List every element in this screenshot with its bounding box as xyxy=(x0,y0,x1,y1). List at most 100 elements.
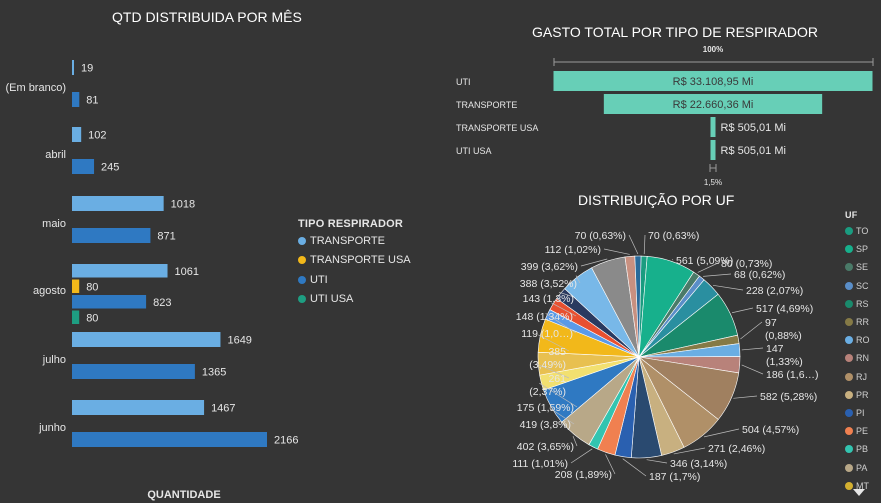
bar-legend-item-transporte[interactable]: TRANSPORTE xyxy=(298,231,438,251)
bar-junho-transporte[interactable] xyxy=(72,400,205,415)
uf-legend-item-mt[interactable]: MT xyxy=(845,477,881,495)
uf-legend-item-pr[interactable]: PR xyxy=(845,386,881,404)
pie-leader-line xyxy=(622,458,647,477)
pie-leader-line xyxy=(731,307,754,314)
uf-legend-item-pa[interactable]: PA xyxy=(845,458,881,476)
legend-label: SE xyxy=(856,262,869,273)
legend-label: RO xyxy=(856,335,870,346)
legend-dot-icon xyxy=(845,445,853,454)
legend-label: PE xyxy=(856,426,869,437)
pie-slice-label: 70 (0,63%) xyxy=(648,230,699,242)
pie-slice[interactable] xyxy=(634,255,642,358)
pie-leader-line xyxy=(712,284,744,291)
uf-legend-item-to[interactable]: TO xyxy=(845,222,881,240)
legend-dot-icon xyxy=(298,256,306,265)
pie-leader-line xyxy=(741,364,764,375)
pie-leader-line xyxy=(539,382,578,408)
funnel-bar-uti[interactable] xyxy=(553,71,873,91)
month-category-label: junho xyxy=(38,422,66,434)
bar-junho-uti[interactable] xyxy=(72,432,267,447)
bar-value-label: 2166 xyxy=(274,435,298,447)
uf-legend-item-rs[interactable]: RS xyxy=(845,295,881,313)
uf-legend-item-rn[interactable]: RN xyxy=(845,349,881,367)
pie-leader-line xyxy=(703,273,732,277)
legend-label: SC xyxy=(856,280,869,291)
pie-leader-line xyxy=(603,248,630,255)
bar-value-label: 102 xyxy=(88,130,106,142)
bar-maio-transporte[interactable] xyxy=(72,196,164,211)
pie-slice-label: 346 (3,14%) xyxy=(670,458,727,470)
pie-slice-label: 112 (1,02%) xyxy=(545,244,601,256)
funnel-bar-uti-usa[interactable] xyxy=(710,140,716,160)
pie-slice-label: 561 (5,09%) xyxy=(676,255,733,267)
legend-label: PR xyxy=(856,389,869,400)
uf-legend-item-pb[interactable]: PB xyxy=(845,440,881,458)
pie-slice-label: 517 (4,69%) xyxy=(756,303,813,315)
pie-leader-line xyxy=(572,435,578,447)
uf-legend-item-pi[interactable]: PI xyxy=(845,404,881,422)
bar-value-label: 19 xyxy=(81,63,93,75)
pie-leader-line xyxy=(570,448,593,464)
funnel-bar-transporte[interactable] xyxy=(603,94,823,114)
legend-dot-icon xyxy=(298,275,306,284)
bar-agosto-uti-usa[interactable] xyxy=(72,310,80,325)
funnel-value-label: R$ 505,01 Mi xyxy=(721,145,786,157)
bar-value-label: 81 xyxy=(86,95,98,107)
legend-label: UTI xyxy=(310,273,328,286)
month-category-label: (Em branco) xyxy=(5,82,66,94)
pie-leader-line xyxy=(580,258,608,267)
legend-dot-icon xyxy=(845,481,853,490)
bar-agosto-transporte-usa[interactable] xyxy=(72,279,80,294)
uf-legend-item-rj[interactable]: RJ xyxy=(845,368,881,386)
bar-abril-uti[interactable] xyxy=(72,159,95,174)
bar-embranco-uti[interactable] xyxy=(72,92,80,107)
funnel-value-label: R$ 33.108,95 Mi xyxy=(673,76,754,88)
pie-leader-line xyxy=(740,321,763,340)
bar-abril-transporte[interactable] xyxy=(72,127,82,142)
bar-legend-item-uti-usa[interactable]: UTI USA xyxy=(298,290,438,310)
uf-legend-item-ro[interactable]: RO xyxy=(845,331,881,349)
funnel-category-label: TRANSPORTE xyxy=(456,100,517,110)
pie-slice-label: 399 (3,62%) xyxy=(521,261,578,273)
legend-label: SP xyxy=(856,244,869,255)
bar-value-label: 1649 xyxy=(227,335,251,347)
bar-legend-item-uti[interactable]: UTI xyxy=(298,270,438,290)
funnel-category-label: UTI USA xyxy=(456,146,492,156)
pie-title: DISTRIBUIÇÃO POR UF xyxy=(578,192,735,208)
pie-leader-line xyxy=(703,428,740,438)
pie-slice-label: 97 (0,88%) xyxy=(765,317,802,342)
funnel-bar-transporte-usa[interactable] xyxy=(710,117,716,137)
pie-slice-label: 271 (2,46%) xyxy=(708,443,765,455)
uf-legend-item-rr[interactable]: RR xyxy=(845,313,881,331)
pie-leader-line xyxy=(575,275,581,284)
bar-legend-item-transporte-usa[interactable]: TRANSPORTE USA xyxy=(298,251,438,271)
legend-label: TO xyxy=(856,226,869,237)
bar-julho-transporte[interactable] xyxy=(72,332,221,347)
uf-legend-item-se[interactable]: SE xyxy=(845,258,881,276)
legend-scroll-down-icon[interactable] xyxy=(853,489,865,496)
funnel-bottom-pct: 1,5% xyxy=(704,178,722,187)
legend-dot-icon xyxy=(845,372,853,381)
bar-embranco-transporte[interactable] xyxy=(72,60,74,75)
uf-legend-item-sp[interactable]: SP xyxy=(845,240,881,258)
bar-agosto-uti[interactable] xyxy=(72,295,147,309)
pie-leader-line xyxy=(545,313,577,334)
bar-chart-xlabel: QUANTIDADE xyxy=(147,489,220,501)
funnel-title: GASTO TOTAL POR TIPO DE RESPIRADOR xyxy=(532,24,819,40)
uf-legend-item-sc[interactable]: SC xyxy=(845,277,881,295)
bar-julho-uti[interactable] xyxy=(72,364,195,379)
legend-label: TRANSPORTE USA xyxy=(310,254,411,267)
bar-maio-uti[interactable] xyxy=(72,228,151,243)
legend-label: TRANSPORTE xyxy=(310,234,385,247)
legend-label: RN xyxy=(856,353,869,364)
legend-label: RS xyxy=(856,298,869,309)
uf-legend-item-pe[interactable]: PE xyxy=(845,422,881,440)
bar-value-label: 1467 xyxy=(211,403,235,415)
pie-slice-label: 582 (5,28%) xyxy=(760,391,817,403)
pie-slice-label: 419 (3,8%) xyxy=(520,419,571,431)
legend-label: MT xyxy=(856,480,869,491)
pie-slice-label: 402 (3,65%) xyxy=(517,441,574,453)
monthly-bar-chart: 19 81 (Em branco) 102 245 abril 1018 871 maio 106… xyxy=(5,60,298,501)
pie-leader-line xyxy=(628,234,639,255)
bar-agosto-transporte[interactable] xyxy=(72,264,168,278)
